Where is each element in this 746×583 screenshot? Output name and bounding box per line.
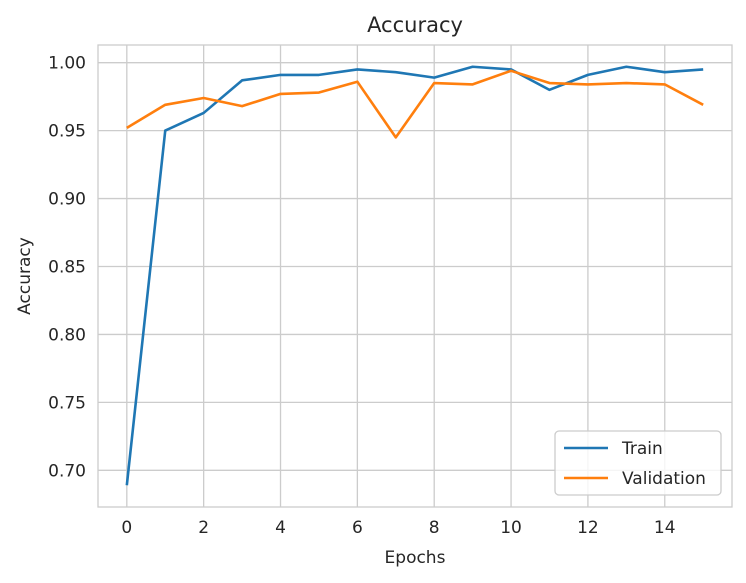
x-tick-label: 6	[352, 518, 363, 538]
x-gridlines	[126, 45, 666, 507]
x-tick-label: 14	[654, 518, 676, 538]
series-layer	[125, 65, 704, 486]
chart-title: Accuracy	[367, 13, 463, 37]
y-tick-labels: 0.70 0.75 0.80 0.85 0.90 0.95 1.00	[48, 54, 86, 482]
y-tick-label: 1.00	[48, 54, 86, 74]
x-tick-label: 10	[500, 518, 522, 538]
y-tick-label: 0.90	[48, 190, 86, 210]
x-tick-labels: 0 2 4 6 8 10 12 14	[121, 518, 675, 538]
y-axis-label: Accuracy	[15, 237, 35, 315]
x-tick-label: 0	[121, 518, 132, 538]
x-axis-label: Epochs	[385, 548, 446, 568]
y-tick-label: 0.80	[48, 325, 86, 345]
x-tick-label: 4	[275, 518, 286, 538]
x-tick-label: 12	[577, 518, 599, 538]
legend-label-train: Train	[621, 439, 663, 459]
x-tick-label: 2	[198, 518, 209, 538]
legend-label-validation: Validation	[622, 469, 706, 489]
series-line-validation	[126, 69, 704, 139]
x-tick-label: 8	[429, 518, 440, 538]
plot-frame	[97, 44, 733, 508]
y-tick-label: 0.70	[48, 461, 86, 481]
legend: Train Validation	[554, 430, 722, 496]
series-line-train	[125, 65, 704, 486]
y-tick-label: 0.85	[48, 257, 86, 277]
y-tick-label: 0.75	[48, 393, 86, 413]
y-tick-label: 0.95	[48, 122, 86, 142]
